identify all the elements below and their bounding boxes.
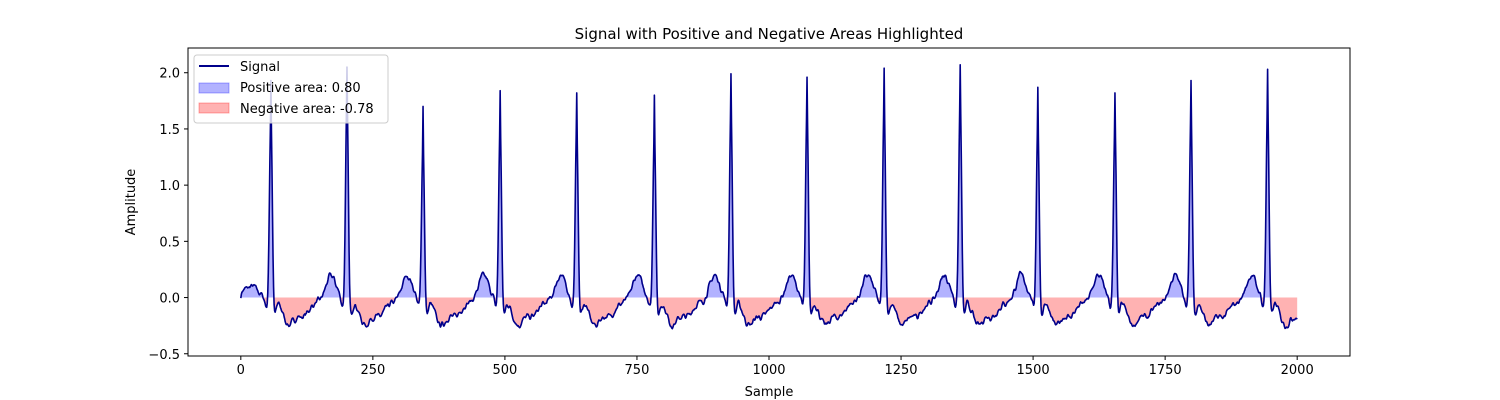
signal-peak-point	[730, 73, 732, 75]
signal-peak-point	[806, 76, 808, 78]
x-tick-label: 1250	[884, 363, 917, 378]
x-ticks: 0 250 500 750 1000 1250 1500 1750 2000	[237, 356, 1314, 378]
negative-area-fill	[240, 297, 1298, 329]
signal-peak-point	[959, 64, 961, 66]
signal-line	[240, 64, 1298, 330]
signal-peak-point	[1114, 92, 1116, 94]
legend: Signal Positive area: 0.80 Negative area…	[193, 54, 389, 124]
x-axis-label: Sample	[745, 385, 794, 400]
y-tick-label: 1.5	[159, 123, 180, 138]
y-axis-label: Amplitude	[124, 169, 139, 236]
x-tick-label: 1750	[1149, 363, 1182, 378]
signal-peak-point	[883, 67, 885, 69]
signal-peak-point	[653, 94, 655, 96]
y-tick-label: 0.5	[159, 235, 180, 250]
x-tick-label: 500	[492, 363, 517, 378]
x-tick-label: 0	[237, 363, 245, 378]
legend-positive-swatch	[198, 82, 230, 94]
y-tick-label: 0.0	[159, 292, 180, 307]
signal-peak-point	[1267, 68, 1269, 70]
signal-peak-point	[422, 105, 424, 108]
x-tick-label: 1000	[752, 363, 785, 378]
x-tick-label: 2000	[1281, 363, 1314, 378]
x-tick-label: 250	[360, 363, 385, 378]
signal-peak-point	[1190, 79, 1192, 82]
x-tick-label: 750	[625, 363, 650, 378]
legend-positive-label: Positive area: 0.80	[240, 81, 361, 96]
y-tick-label: −0.5	[148, 348, 180, 363]
legend-frame	[193, 54, 389, 124]
x-tick-label: 1500	[1017, 363, 1050, 378]
chart-title: Signal with Positive and Negative Areas …	[575, 25, 964, 43]
y-tick-label: 1.0	[159, 179, 180, 194]
signal-peak-point	[1037, 86, 1039, 88]
y-ticks: −0.5 0.0 0.5 1.0 1.5 2.0	[148, 67, 188, 363]
y-tick-label: 2.0	[159, 67, 180, 82]
signal-peak-point	[576, 92, 578, 94]
legend-negative-swatch	[198, 102, 230, 114]
signal-layer	[240, 64, 1298, 330]
legend-negative-label: Negative area: -0.78	[240, 102, 374, 117]
legend-signal-label: Signal	[240, 60, 280, 75]
signal-peak-point	[499, 90, 501, 92]
fill-areas	[240, 64, 1298, 329]
